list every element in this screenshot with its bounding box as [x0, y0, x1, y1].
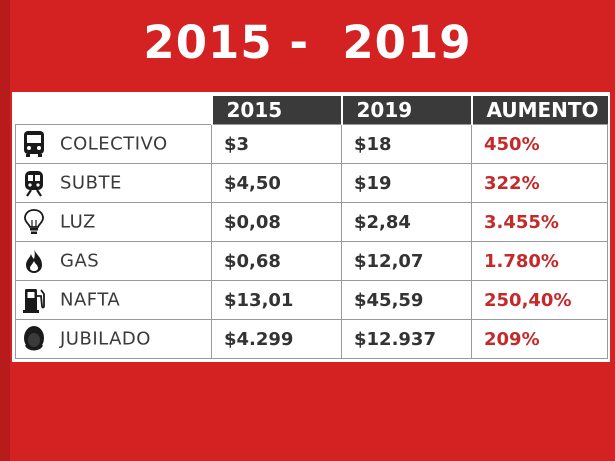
price-table: 2015 2019 AUMENTO COLECTIVO $3 [15, 96, 608, 359]
row-label: GAS [60, 250, 100, 272]
header-aumento: AUMENTO [470, 96, 608, 125]
row-label: SUBTE [60, 172, 122, 194]
left-edge-strip [0, 0, 10, 461]
row-label: NAFTA [60, 289, 121, 311]
row-label: JUBILADO [60, 328, 151, 350]
increase-value: 1.780% [471, 241, 608, 281]
value-2015: $3 [211, 124, 342, 164]
row-label-cell: JUBILADO [15, 319, 212, 359]
value-2015: $4,50 [211, 163, 342, 203]
value-2019: $12.937 [341, 319, 472, 359]
value-2015: $4.299 [211, 319, 342, 359]
table-row: COLECTIVO $3 $18 450% [15, 124, 608, 164]
row-label: LUZ [60, 211, 96, 233]
table-row: GAS $0,68 $12,07 1.780% [15, 241, 608, 281]
subway-train-icon [25, 171, 43, 197]
increase-value: 450% [471, 124, 608, 164]
price-comparison-card: 2015 2019 AUMENTO COLECTIVO $3 [12, 92, 610, 362]
fuel-pump-icon [23, 289, 45, 313]
row-label-cell: COLECTIVO [15, 124, 212, 164]
table-row: NAFTA $13,01 $45,59 250,40% [15, 280, 608, 320]
value-2019: $18 [341, 124, 472, 164]
value-2019: $12,07 [341, 241, 472, 281]
increase-value: 209% [471, 319, 608, 359]
header-2015: 2015 [210, 96, 342, 125]
bus-icon [24, 131, 44, 157]
flame-icon [26, 249, 42, 273]
value-2015: $0,08 [211, 202, 342, 242]
increase-value: 322% [471, 163, 608, 203]
page-title: 2015 - 2019 [143, 16, 472, 69]
row-label: COLECTIVO [60, 133, 168, 155]
row-label-cell: SUBTE [15, 163, 212, 203]
header-blank-cell [15, 96, 212, 125]
value-2015: $0,68 [211, 241, 342, 281]
row-label-cell: GAS [15, 241, 212, 281]
increase-value: 3.455% [471, 202, 608, 242]
table-row: LUZ $0,08 $2,84 3.455% [15, 202, 608, 242]
row-label-cell: LUZ [15, 202, 212, 242]
retiree-head-icon [24, 326, 44, 351]
value-2019: $19 [341, 163, 472, 203]
row-label-cell: NAFTA [15, 280, 212, 320]
increase-value: 250,40% [471, 280, 608, 320]
table-row: SUBTE $4,50 $19 322% [15, 163, 608, 203]
header-2019: 2019 [340, 96, 472, 125]
lightbulb-icon [24, 209, 44, 234]
table-row: JUBILADO $4.299 $12.937 209% [15, 319, 608, 359]
table-header-row: 2015 2019 AUMENTO [15, 96, 608, 125]
value-2019: $2,84 [341, 202, 472, 242]
value-2015: $13,01 [211, 280, 342, 320]
value-2019: $45,59 [341, 280, 472, 320]
